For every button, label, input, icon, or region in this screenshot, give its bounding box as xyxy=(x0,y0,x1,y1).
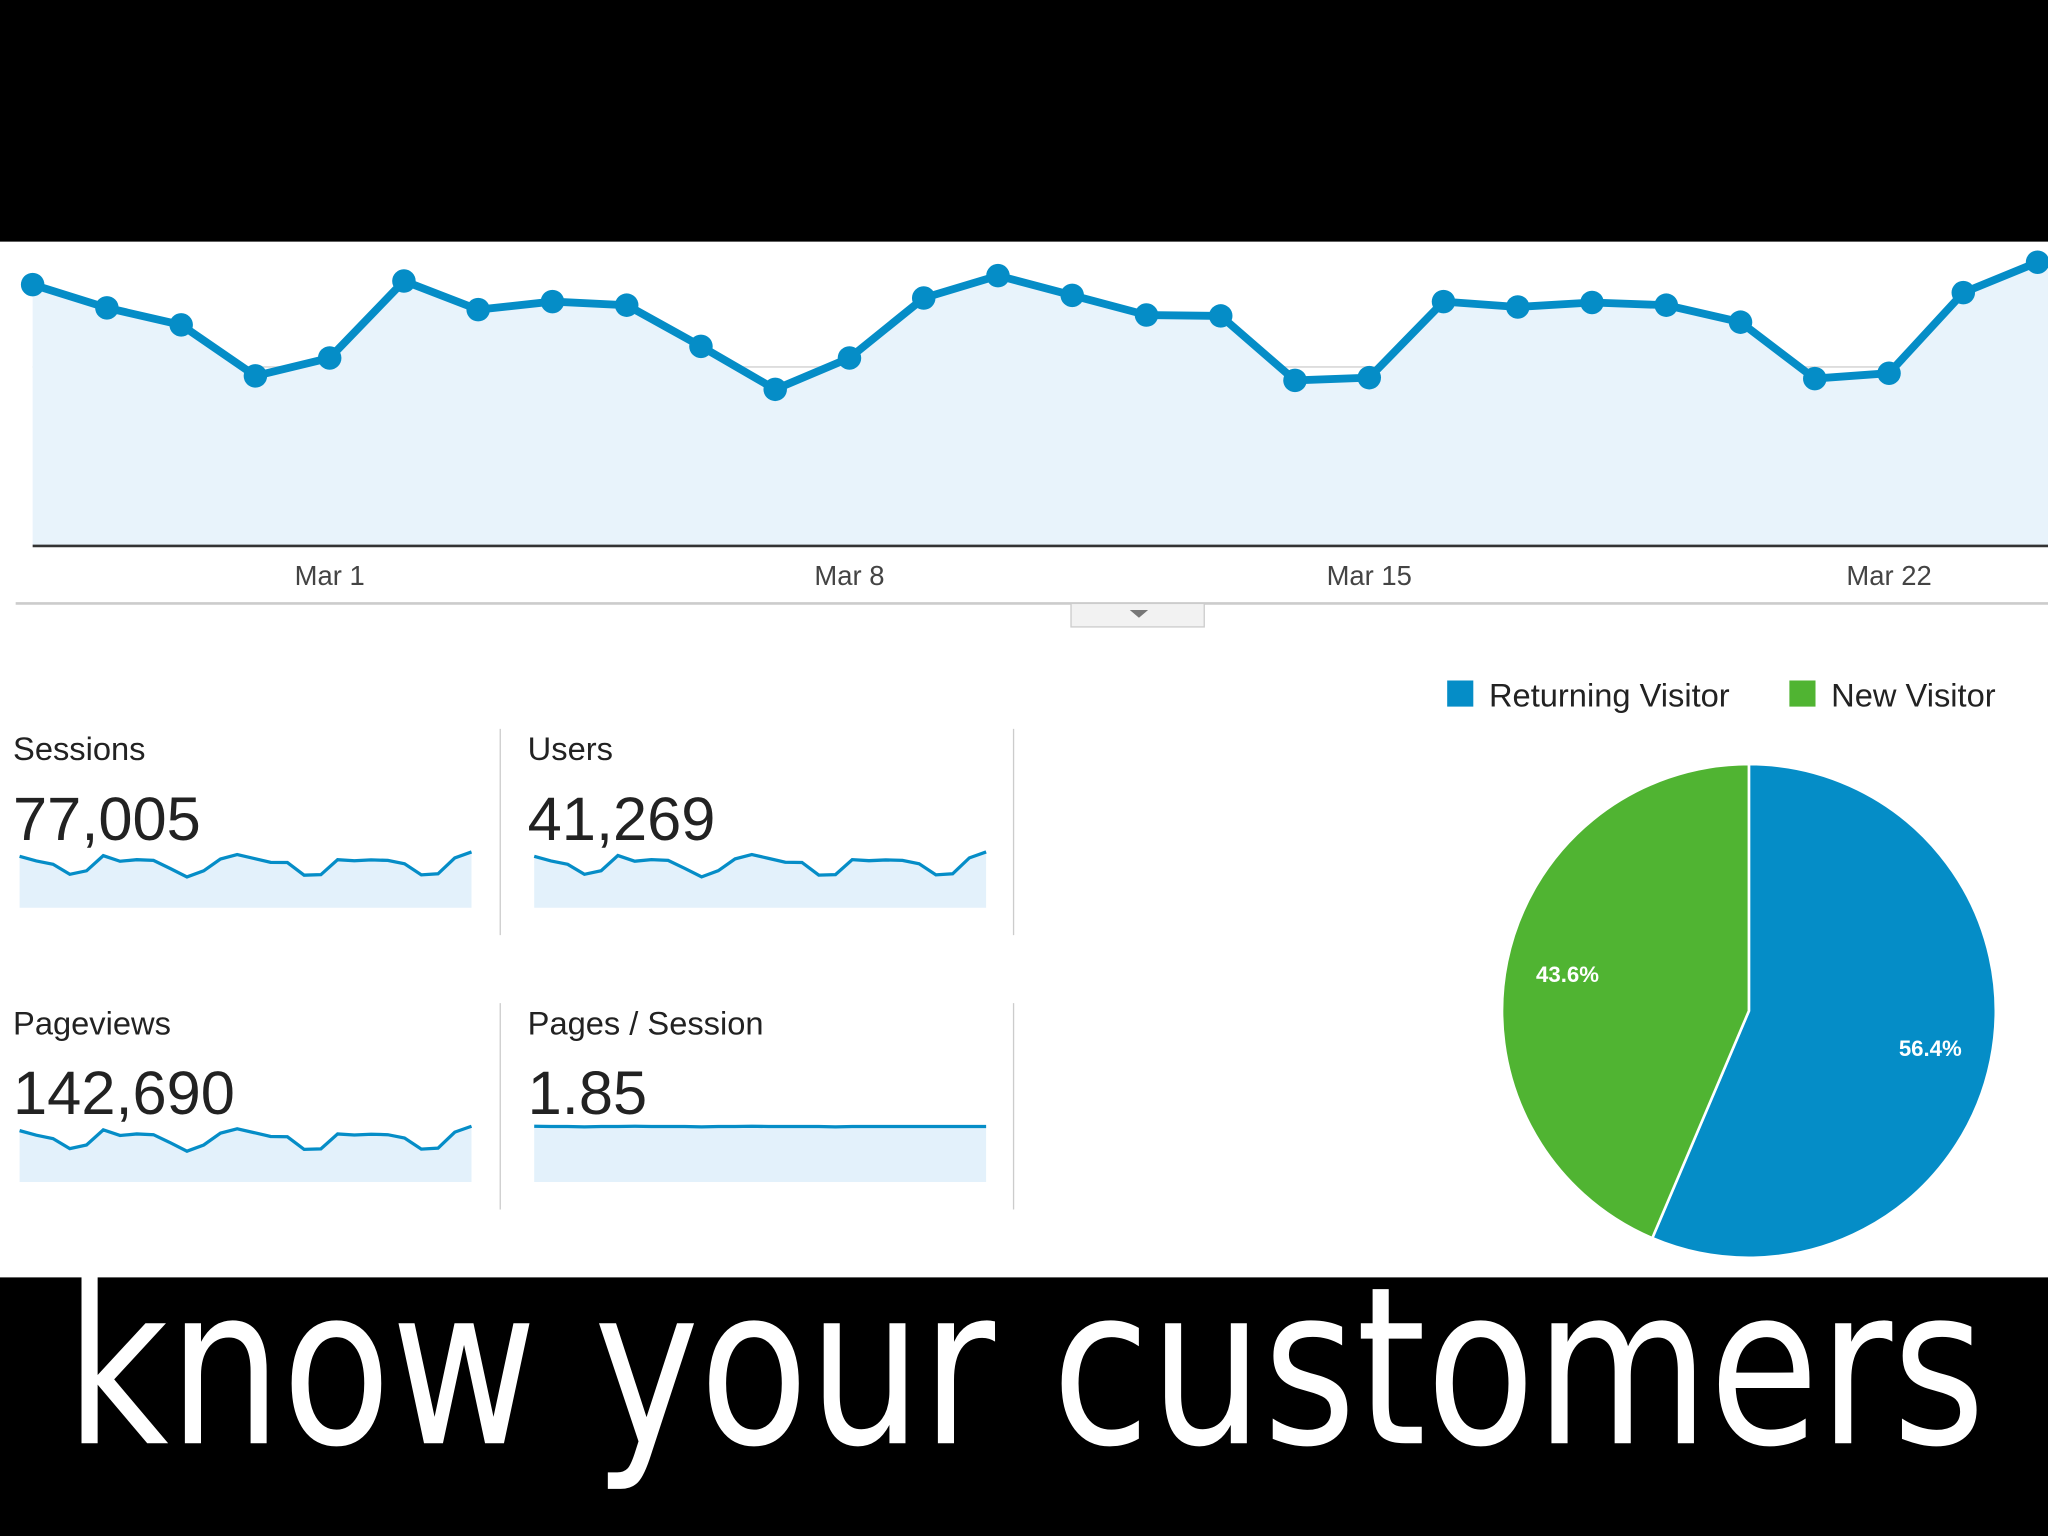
point xyxy=(1951,280,1976,305)
legend-label: Returning Visitor xyxy=(1489,677,1730,714)
sparkline-area xyxy=(19,1126,472,1183)
sparkline xyxy=(533,850,987,879)
point xyxy=(540,289,565,314)
metric-value: 1.85 xyxy=(528,1059,647,1128)
point xyxy=(20,272,45,297)
point xyxy=(317,346,342,370)
caption: know your customers xyxy=(65,1239,1985,1495)
point xyxy=(1728,310,1753,334)
pie-slice xyxy=(1500,762,1751,1240)
metric-label: Sessions xyxy=(13,730,145,767)
metric-label: Pageviews xyxy=(13,1004,171,1041)
sparkline-area xyxy=(534,1126,987,1183)
point xyxy=(243,364,268,388)
metric-value: 41,269 xyxy=(528,785,716,854)
legend-swatch xyxy=(1789,680,1816,707)
metric-label: Pages / Session xyxy=(528,1004,764,1041)
pie-slice xyxy=(1650,762,1998,1260)
point xyxy=(1060,283,1084,308)
point xyxy=(392,269,416,293)
metric-value: 142,690 xyxy=(13,1059,235,1128)
x-tick-label: Mar 1 xyxy=(295,560,365,591)
sparkline xyxy=(19,850,473,879)
x-tick-label: Mar 15 xyxy=(1327,560,1412,591)
point xyxy=(614,293,639,317)
point xyxy=(466,297,490,322)
point xyxy=(1580,290,1604,315)
point xyxy=(169,313,193,337)
toggle-arrow xyxy=(1129,609,1149,618)
point xyxy=(1654,293,1679,317)
sparkline-area xyxy=(19,851,472,908)
point xyxy=(1803,366,1827,391)
slice-label: 43.6% xyxy=(1536,962,1599,987)
metric-value: 77,005 xyxy=(13,785,201,854)
point xyxy=(2025,250,2048,274)
point xyxy=(763,377,787,402)
point xyxy=(1877,361,1901,385)
point xyxy=(1357,365,1382,390)
point xyxy=(1283,368,1307,393)
x-tick-label: Mar 8 xyxy=(814,560,884,591)
point xyxy=(911,286,936,310)
sparkline xyxy=(19,1124,473,1153)
point xyxy=(1431,289,1456,314)
legend-label: New Visitor xyxy=(1831,677,1996,714)
point xyxy=(1506,295,1530,319)
x-tick-label: Mar 22 xyxy=(1846,560,1931,591)
sparkline-area xyxy=(534,851,987,908)
point xyxy=(1208,304,1233,328)
area xyxy=(32,262,2048,546)
point xyxy=(837,346,862,370)
point xyxy=(1134,303,1159,327)
point xyxy=(689,334,713,359)
legend-swatch xyxy=(1447,680,1474,707)
sparkline xyxy=(534,1124,987,1129)
slice-label: 56.4% xyxy=(1899,1036,1962,1061)
point xyxy=(95,296,119,320)
metric-label: Users xyxy=(528,730,613,767)
point xyxy=(986,263,1010,288)
